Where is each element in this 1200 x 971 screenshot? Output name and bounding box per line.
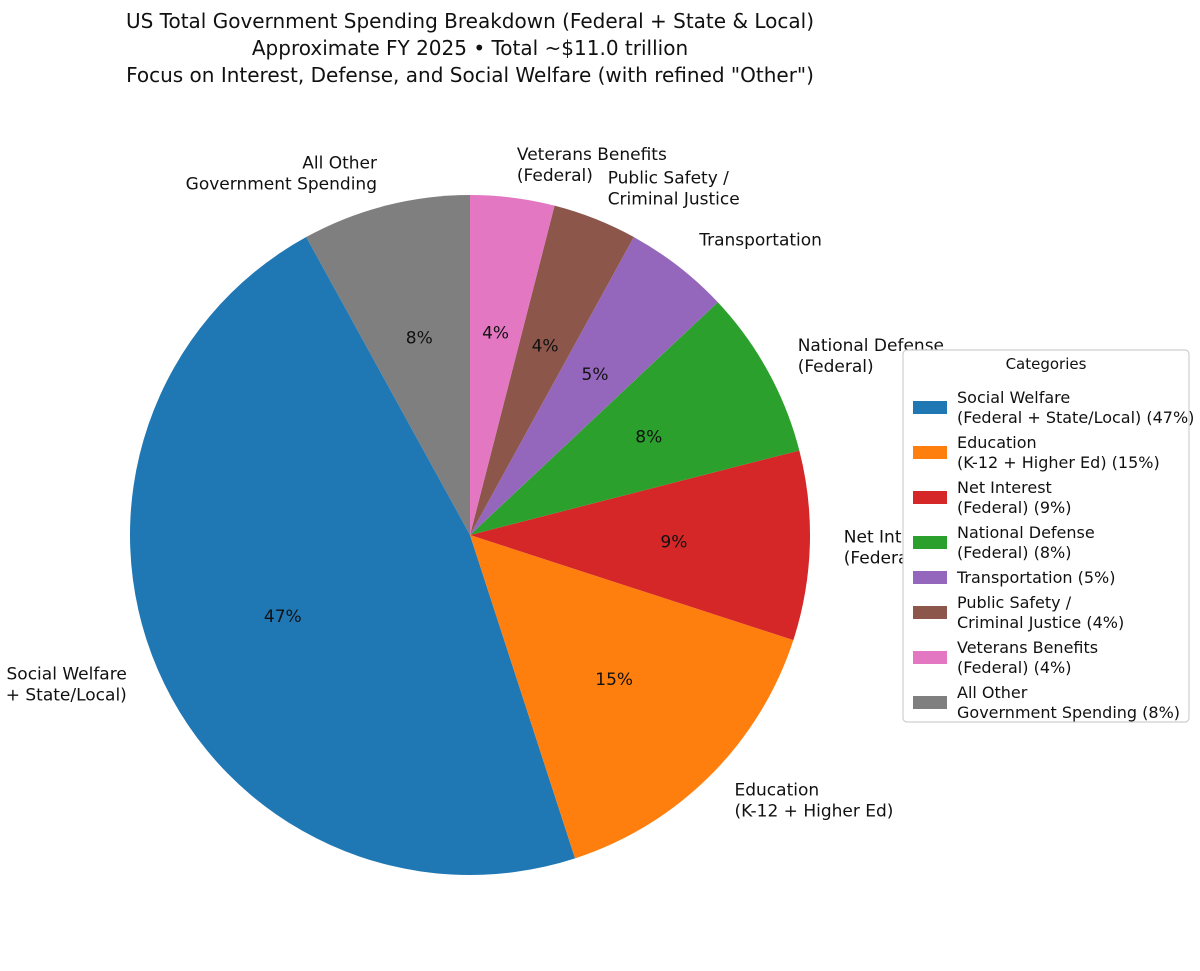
slice-label-social-welfare: Social Welfare [7, 665, 127, 685]
pie-slices [130, 195, 811, 876]
legend-label-net-interest: Net Interest [957, 478, 1052, 497]
slice-label-all-other: All Other [302, 154, 377, 174]
legend-label-social-welfare: Social Welfare [957, 388, 1070, 407]
slice-label-veterans-benefits: (Federal) [517, 166, 593, 186]
chart-title-line: US Total Government Spending Breakdown (… [126, 9, 814, 33]
slice-label-veterans-benefits: Veterans Benefits [517, 145, 667, 165]
pie-slice-veterans-benefits [470, 195, 555, 535]
pie-slice-transportation [470, 237, 718, 535]
legend-swatch-transportation [913, 571, 947, 584]
legend-swatch-all-other [913, 696, 947, 709]
legend-label-transportation: Transportation (5%) [956, 568, 1115, 587]
legend-label-all-other: Government Spending (8%) [957, 703, 1180, 722]
pct-label-national-defense: 8% [635, 428, 662, 448]
legend-label-social-welfare: (Federal + State/Local) (47%) [957, 408, 1194, 427]
legend-label-net-interest: (Federal) (9%) [957, 498, 1071, 517]
pie-slice-national-defense [470, 302, 800, 535]
pie-slice-net-interest [470, 450, 811, 641]
pct-label-transportation: 5% [582, 365, 609, 385]
legend-swatch-public-safety [913, 606, 947, 619]
legend-label-national-defense: National Defense [957, 523, 1095, 542]
legend-swatch-social-welfare [913, 401, 947, 414]
pie-slice-all-other [306, 195, 470, 535]
pct-label-public-safety: 4% [532, 336, 559, 356]
slice-label-transportation: Transportation [698, 231, 822, 251]
slice-label-all-other: Government Spending [186, 175, 377, 195]
legend-label-national-defense: (Federal) (8%) [957, 543, 1071, 562]
legend-label-education: (K-12 + Higher Ed) (15%) [957, 453, 1160, 472]
slice-label-national-defense: (Federal) [798, 357, 874, 377]
chart-title-line: Approximate FY 2025 • Total ~$11.0 trill… [252, 36, 688, 60]
chart-title: US Total Government Spending Breakdown (… [126, 9, 814, 87]
pie-slice-public-safety [470, 205, 634, 535]
legend-label-veterans-benefits: (Federal) (4%) [957, 658, 1071, 677]
legend-frame [902, 349, 1190, 723]
pct-label-all-other: 8% [406, 328, 433, 348]
legend-label-all-other: All Other [957, 683, 1028, 702]
pie-slice-social-welfare [130, 237, 576, 876]
slice-label-net-interest: (Federal) [844, 549, 920, 569]
legend-label-public-safety: Public Safety / [957, 593, 1072, 612]
legend-label-public-safety: Criminal Justice (4%) [957, 613, 1124, 632]
legend-label-veterans-benefits: Veterans Benefits [957, 638, 1098, 657]
legend-swatch-education [913, 446, 947, 459]
slice-label-public-safety: Criminal Justice [608, 189, 740, 209]
legend-swatch-veterans-benefits [913, 651, 947, 664]
chart-title-line: Focus on Interest, Defense, and Social W… [126, 63, 814, 87]
pct-label-veterans-benefits: 4% [482, 324, 509, 344]
percentage-labels: 8% 47% 15% 9% 8% 5% 4% 4% [264, 324, 687, 691]
pct-label-social-welfare: 47% [264, 607, 302, 627]
pct-label-education: 15% [595, 670, 633, 690]
slice-label-education: (K-12 + Higher Ed) [735, 802, 894, 822]
slice-label-social-welfare: (Federal + State/Local) [0, 686, 127, 706]
pct-label-net-interest: 9% [660, 532, 687, 552]
slice-label-education: Education [735, 781, 820, 801]
legend-title: Categories [1006, 355, 1087, 373]
pie-slice-education [470, 535, 794, 859]
legend-swatch-net-interest [913, 491, 947, 504]
legend-swatch-national-defense [913, 536, 947, 549]
legend: Categories Social Welfare(Federal + State… [902, 349, 1194, 723]
legend-label-education: Education [957, 433, 1037, 452]
slice-label-public-safety: Public Safety / [608, 168, 729, 188]
